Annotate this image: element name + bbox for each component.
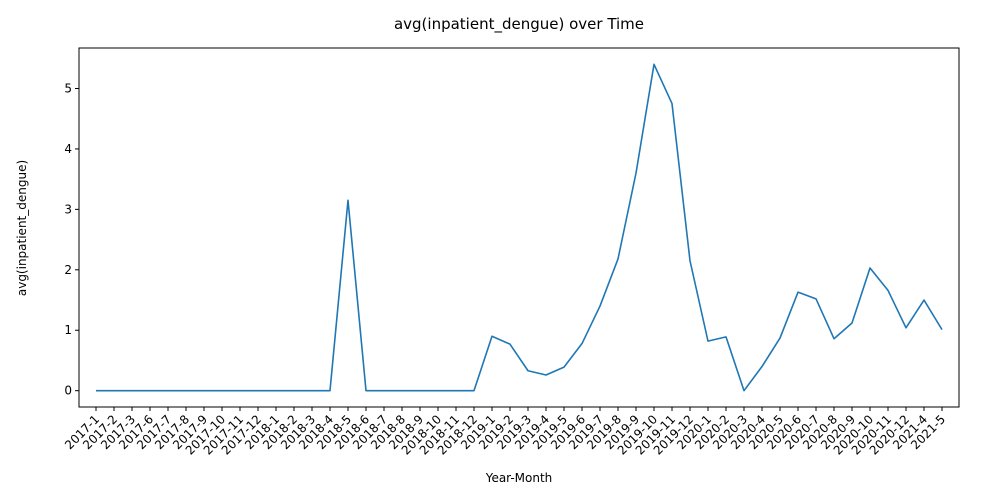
y-tick-label: 0: [64, 384, 72, 398]
plot-area: [96, 63, 943, 392]
y-tick-label: 3: [64, 202, 72, 216]
chart-title: avg(inpatient_dengue) over Time: [394, 15, 644, 34]
plot-frame: [78, 47, 960, 408]
y-axis: 0 1 2 3 4 5: [64, 81, 79, 398]
x-axis: 2017-12017-22017-32017-62017-72017-82017…: [62, 407, 948, 458]
y-tick-label: 1: [64, 323, 72, 337]
y-tick-label: 2: [64, 263, 72, 277]
y-axis-label: avg(inpatient_dengue): [15, 160, 29, 296]
y-tick-label: 4: [64, 142, 72, 156]
y-tick-label: 5: [64, 81, 72, 95]
x-axis-label: Year-Month: [485, 471, 553, 485]
series-line: [96, 63, 943, 392]
